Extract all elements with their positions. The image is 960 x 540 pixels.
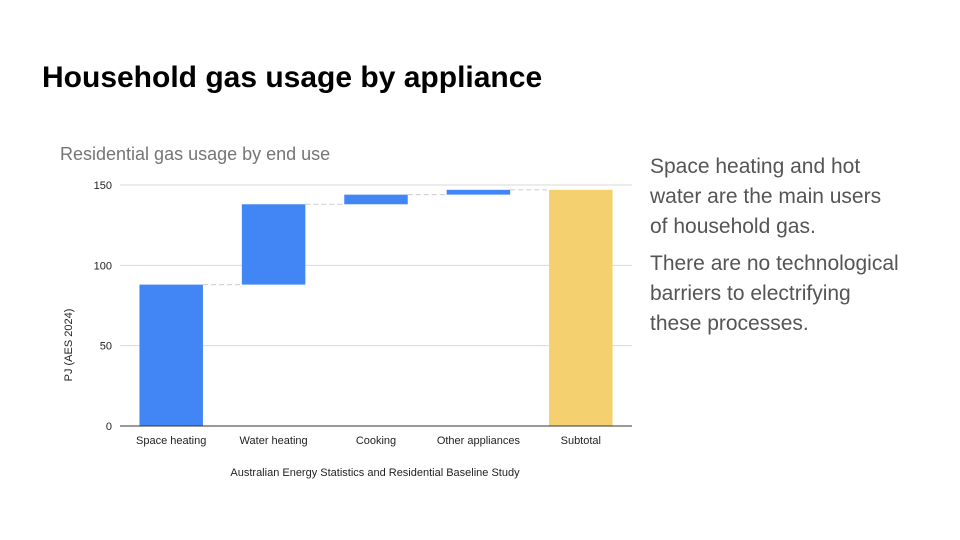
x-tick-label: Space heating (136, 435, 206, 447)
y-axis-label: PJ (AES 2024) (63, 309, 75, 382)
x-tick-label: Cooking (356, 435, 396, 447)
y-tick-label: 0 (106, 421, 112, 433)
connector-lines (202, 189, 550, 286)
side-text: Space heating and hot water are the main… (650, 152, 900, 346)
bar-water-heating (241, 204, 306, 285)
slide-title: Household gas usage by appliance (42, 61, 543, 94)
bars (139, 189, 613, 426)
bar-space-heating (139, 284, 203, 426)
y-tick-labels: 0 50 100 150 (94, 180, 112, 433)
x-tick-label: Other appliances (437, 435, 521, 447)
bar-cooking (344, 194, 408, 205)
chart-svg: Residential gas usage by end use 0 50 100 1… (60, 144, 632, 479)
x-tick-label: Subtotal (561, 435, 601, 447)
gridlines (120, 184, 632, 347)
bar-subtotal (549, 189, 613, 426)
bar-other-appliances (446, 189, 511, 195)
side-paragraph-1: Space heating and hot water are the main… (650, 155, 882, 238)
side-paragraph-2: There are no technological barriers to e… (650, 252, 899, 335)
waterfall-chart: Residential gas usage by end use 0 50 100 1… (0, 130, 640, 490)
y-tick-label: 50 (100, 341, 112, 353)
x-tick-labels: Space heating Water heating Cooking Other a… (136, 435, 601, 447)
y-tick-label: 150 (94, 180, 112, 192)
x-axis-label: Australian Energy Statistics and Residen… (230, 467, 520, 479)
chart-title: Residential gas usage by end use (60, 144, 330, 164)
x-tick-label: Water heating (240, 435, 308, 447)
y-tick-label: 100 (94, 260, 112, 272)
